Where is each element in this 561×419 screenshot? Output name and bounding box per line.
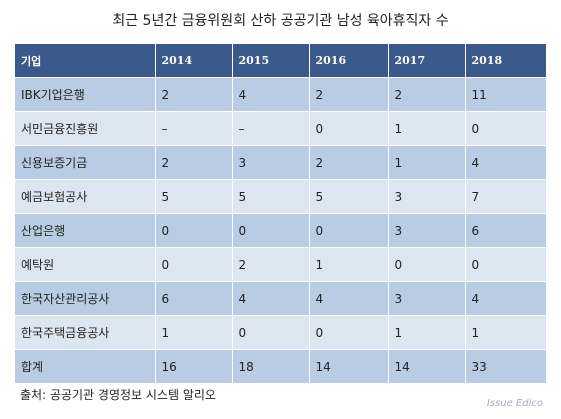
table-cell: 2 bbox=[309, 77, 389, 112]
row-label: 서민금융진흥원 bbox=[15, 111, 156, 146]
title: 최근 5년간 금융위원회 산하 공공기관 남성 육아휴직자 수 bbox=[112, 13, 449, 29]
table-row: IBK기업은행 2 4 2 2 11 bbox=[15, 77, 547, 112]
table-cell: 1 bbox=[388, 315, 466, 350]
table-cell: 3 bbox=[388, 213, 466, 248]
row-label: 합계 bbox=[15, 349, 156, 384]
table-cell: 33 bbox=[465, 349, 547, 384]
table-cell: – bbox=[232, 111, 310, 146]
table-cell: 0 bbox=[309, 111, 389, 146]
column-header: 2018 bbox=[465, 44, 547, 78]
table-row: 한국자산관리공사 6 4 4 3 4 bbox=[15, 281, 547, 316]
table-cell: 1 bbox=[388, 145, 466, 180]
table-cell: 4 bbox=[309, 281, 389, 316]
row-label: 한국주택금융공사 bbox=[15, 315, 156, 350]
table-cell: 0 bbox=[465, 111, 547, 146]
table-cell: 14 bbox=[309, 349, 389, 384]
column-header: 2016 bbox=[309, 44, 389, 78]
table-cell: 4 bbox=[232, 281, 310, 316]
data-table: 기업 2014 2015 2016 2017 2018 IBK기업은행 2 4 2 2 11 서민금융… bbox=[15, 44, 547, 384]
row-label: IBK기업은행 bbox=[15, 77, 156, 112]
table-row: 산업은행 0 0 0 3 6 bbox=[15, 213, 547, 248]
table-cell: 5 bbox=[309, 179, 389, 214]
table-cell: 1 bbox=[465, 315, 547, 350]
column-header: 2014 bbox=[155, 44, 233, 78]
table-row: 한국주택금융공사 1 0 0 1 1 bbox=[15, 315, 547, 350]
source-note: 출처: 공공기관 경영정보 시스템 알리오 bbox=[20, 388, 216, 402]
table-cell: 3 bbox=[388, 179, 466, 214]
table-cell: 4 bbox=[465, 281, 547, 316]
table-cell: 3 bbox=[388, 281, 466, 316]
table-cell: 18 bbox=[232, 349, 310, 384]
table-cell: 7 bbox=[465, 179, 547, 214]
table-cell: 1 bbox=[155, 315, 233, 350]
column-header: 2015 bbox=[232, 44, 310, 78]
table-cell: 14 bbox=[388, 349, 466, 384]
row-label: 신용보증기금 bbox=[15, 145, 156, 180]
table-cell: 5 bbox=[232, 179, 310, 214]
table-row: 예탁원 0 2 1 0 0 bbox=[15, 247, 547, 282]
row-label: 산업은행 bbox=[15, 213, 156, 248]
table-cell: – bbox=[155, 111, 233, 146]
table-cell: 2 bbox=[232, 247, 310, 282]
table-cell: 0 bbox=[155, 213, 233, 248]
table-cell: 4 bbox=[465, 145, 547, 180]
table-cell: 11 bbox=[465, 77, 547, 112]
column-header: 2017 bbox=[388, 44, 466, 78]
table-cell: 0 bbox=[232, 213, 310, 248]
table-cell: 2 bbox=[155, 145, 233, 180]
watermark: Issue Edico bbox=[486, 398, 543, 409]
table-cell: 3 bbox=[232, 145, 310, 180]
table-row: 신용보증기금 2 3 2 1 4 bbox=[15, 145, 547, 180]
row-label: 한국자산관리공사 bbox=[15, 281, 156, 316]
table-cell: 5 bbox=[155, 179, 233, 214]
table-cell: 0 bbox=[388, 247, 466, 282]
table-cell: 0 bbox=[465, 247, 547, 282]
header-row: 기업 2014 2015 2016 2017 2018 bbox=[15, 44, 547, 78]
table-cell: 2 bbox=[388, 77, 466, 112]
table-cell: 16 bbox=[155, 349, 233, 384]
column-header: 기업 bbox=[15, 44, 156, 78]
table-cell: 1 bbox=[388, 111, 466, 146]
table-cell: 0 bbox=[155, 247, 233, 282]
table-cell: 6 bbox=[465, 213, 547, 248]
table-cell: 0 bbox=[232, 315, 310, 350]
table-cell: 0 bbox=[309, 315, 389, 350]
table-cell: 6 bbox=[155, 281, 233, 316]
table-row: 합계 16 18 14 14 33 bbox=[15, 349, 547, 384]
table-cell: 2 bbox=[155, 77, 233, 112]
row-label: 예금보험공사 bbox=[15, 179, 156, 214]
table-cell: 0 bbox=[309, 213, 389, 248]
row-label: 예탁원 bbox=[15, 247, 156, 282]
table-cell: 2 bbox=[309, 145, 389, 180]
table-row: 서민금융진흥원 – –0 1 0 bbox=[15, 111, 547, 146]
table-row: 예금보험공사 5 5 5 3 7 bbox=[15, 179, 547, 214]
table-cell: 4 bbox=[232, 77, 310, 112]
table-cell: 1 bbox=[309, 247, 389, 282]
